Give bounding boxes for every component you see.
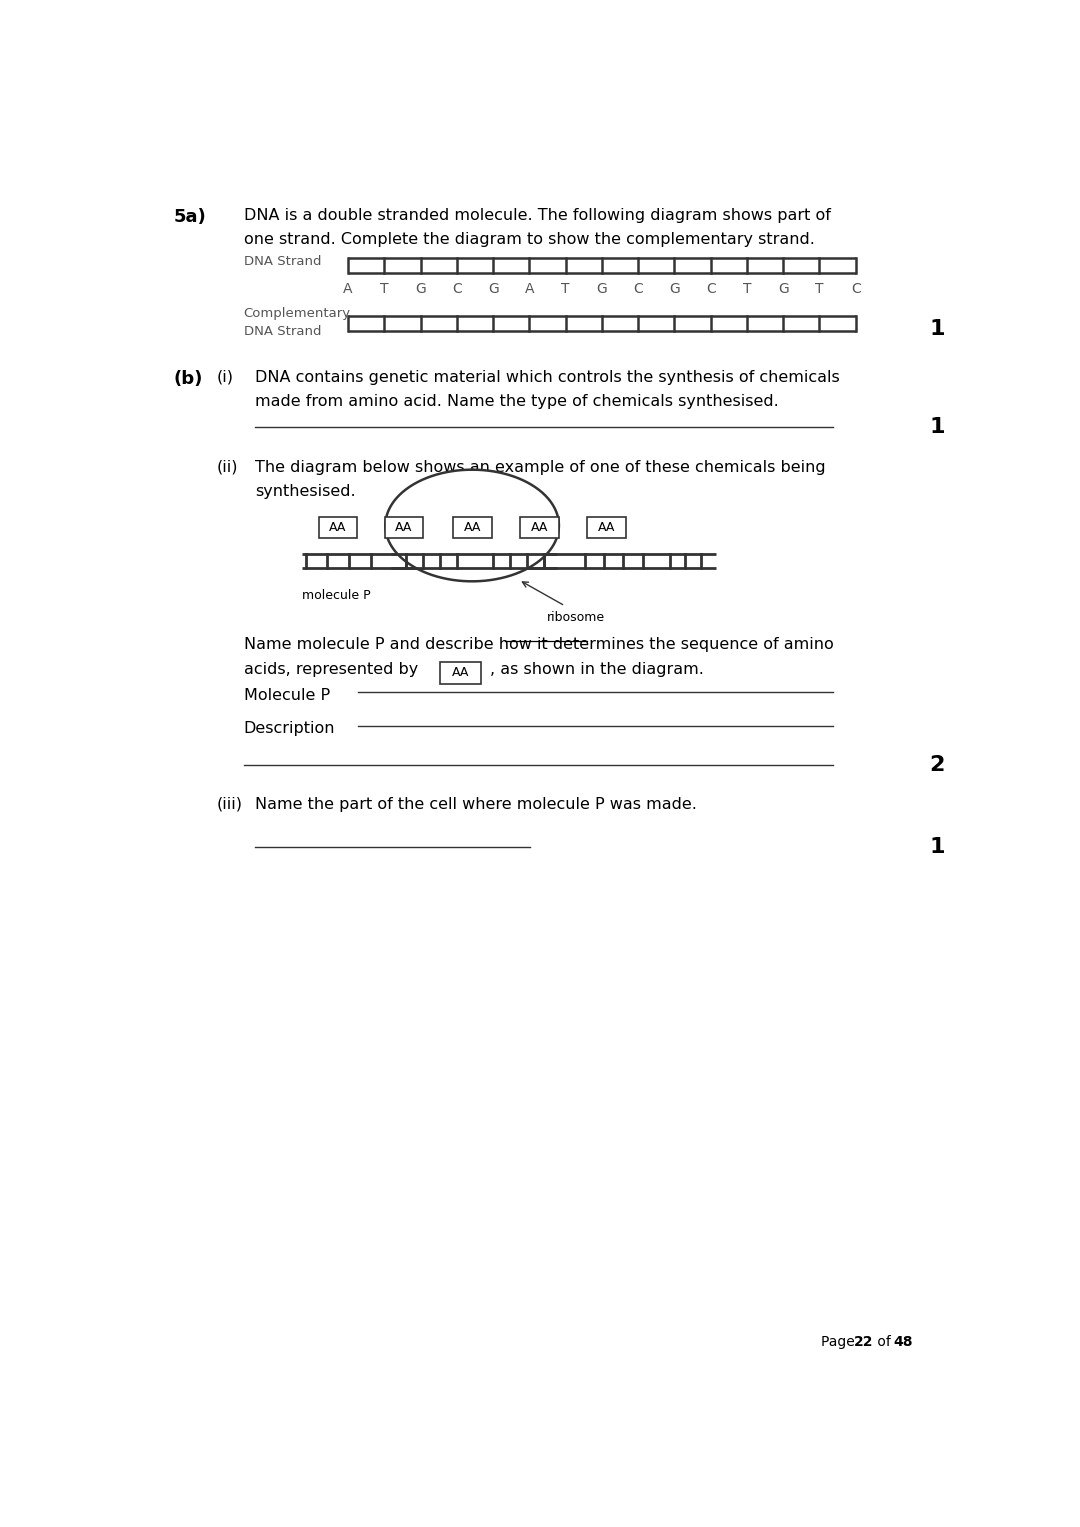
Text: Molecule P: Molecule P — [243, 687, 329, 702]
Text: AA: AA — [395, 521, 413, 534]
Text: made from amino acid. Name the type of chemicals synthesised.: made from amino acid. Name the type of c… — [255, 394, 779, 409]
Text: A: A — [343, 282, 353, 296]
Text: AA: AA — [463, 521, 481, 534]
Text: Page: Page — [821, 1335, 859, 1348]
Text: one strand. Complete the diagram to show the complementary strand.: one strand. Complete the diagram to show… — [243, 232, 814, 247]
Text: AA: AA — [451, 666, 469, 680]
Text: T: T — [815, 282, 824, 296]
FancyBboxPatch shape — [440, 663, 482, 684]
Text: Name the part of the cell where molecule P was made.: Name the part of the cell where molecule… — [255, 797, 697, 812]
FancyBboxPatch shape — [453, 516, 491, 538]
Text: 1: 1 — [930, 319, 945, 339]
Text: (ii): (ii) — [216, 460, 238, 475]
Text: molecule P: molecule P — [301, 589, 370, 602]
Text: DNA Strand: DNA Strand — [243, 325, 321, 339]
Text: C: C — [633, 282, 643, 296]
Text: Name molecule P and describe how it determines the sequence of amino: Name molecule P and describe how it dete… — [243, 637, 834, 652]
Text: DNA Strand: DNA Strand — [243, 255, 321, 269]
Text: 2: 2 — [930, 754, 945, 774]
Text: G: G — [416, 282, 426, 296]
Text: G: G — [596, 282, 607, 296]
Text: , as shown in the diagram.: , as shown in the diagram. — [490, 663, 704, 676]
FancyBboxPatch shape — [319, 516, 357, 538]
Text: G: G — [778, 282, 788, 296]
Text: 48: 48 — [893, 1335, 913, 1348]
Text: T: T — [380, 282, 389, 296]
FancyBboxPatch shape — [586, 516, 625, 538]
Text: C: C — [706, 282, 716, 296]
Text: Description: Description — [243, 721, 335, 736]
Text: AA: AA — [531, 521, 549, 534]
Text: (iii): (iii) — [216, 797, 242, 812]
Text: T: T — [743, 282, 752, 296]
Text: 22: 22 — [854, 1335, 874, 1348]
Text: Complementary: Complementary — [243, 307, 351, 319]
Text: 5a): 5a) — [174, 208, 206, 226]
Polygon shape — [386, 470, 559, 582]
Text: C: C — [453, 282, 462, 296]
Text: acids, represented by: acids, represented by — [243, 663, 418, 676]
Text: (b): (b) — [174, 370, 203, 388]
Text: C: C — [851, 282, 861, 296]
FancyBboxPatch shape — [521, 516, 559, 538]
FancyBboxPatch shape — [384, 516, 423, 538]
Text: DNA contains genetic material which controls the synthesis of chemicals: DNA contains genetic material which cont… — [255, 370, 840, 385]
Text: of: of — [873, 1335, 895, 1348]
Text: The diagram below shows an example of one of these chemicals being: The diagram below shows an example of on… — [255, 460, 826, 475]
Text: synthesised.: synthesised. — [255, 484, 355, 499]
Text: 1: 1 — [930, 837, 945, 857]
Text: A: A — [525, 282, 535, 296]
Text: G: G — [488, 282, 499, 296]
Text: AA: AA — [597, 521, 615, 534]
Text: T: T — [562, 282, 570, 296]
Text: G: G — [670, 282, 679, 296]
Text: (i): (i) — [216, 370, 233, 385]
Text: DNA is a double stranded molecule. The following diagram shows part of: DNA is a double stranded molecule. The f… — [243, 208, 831, 223]
Text: 1: 1 — [930, 417, 945, 437]
Text: ribosome: ribosome — [548, 611, 606, 623]
Text: AA: AA — [329, 521, 347, 534]
